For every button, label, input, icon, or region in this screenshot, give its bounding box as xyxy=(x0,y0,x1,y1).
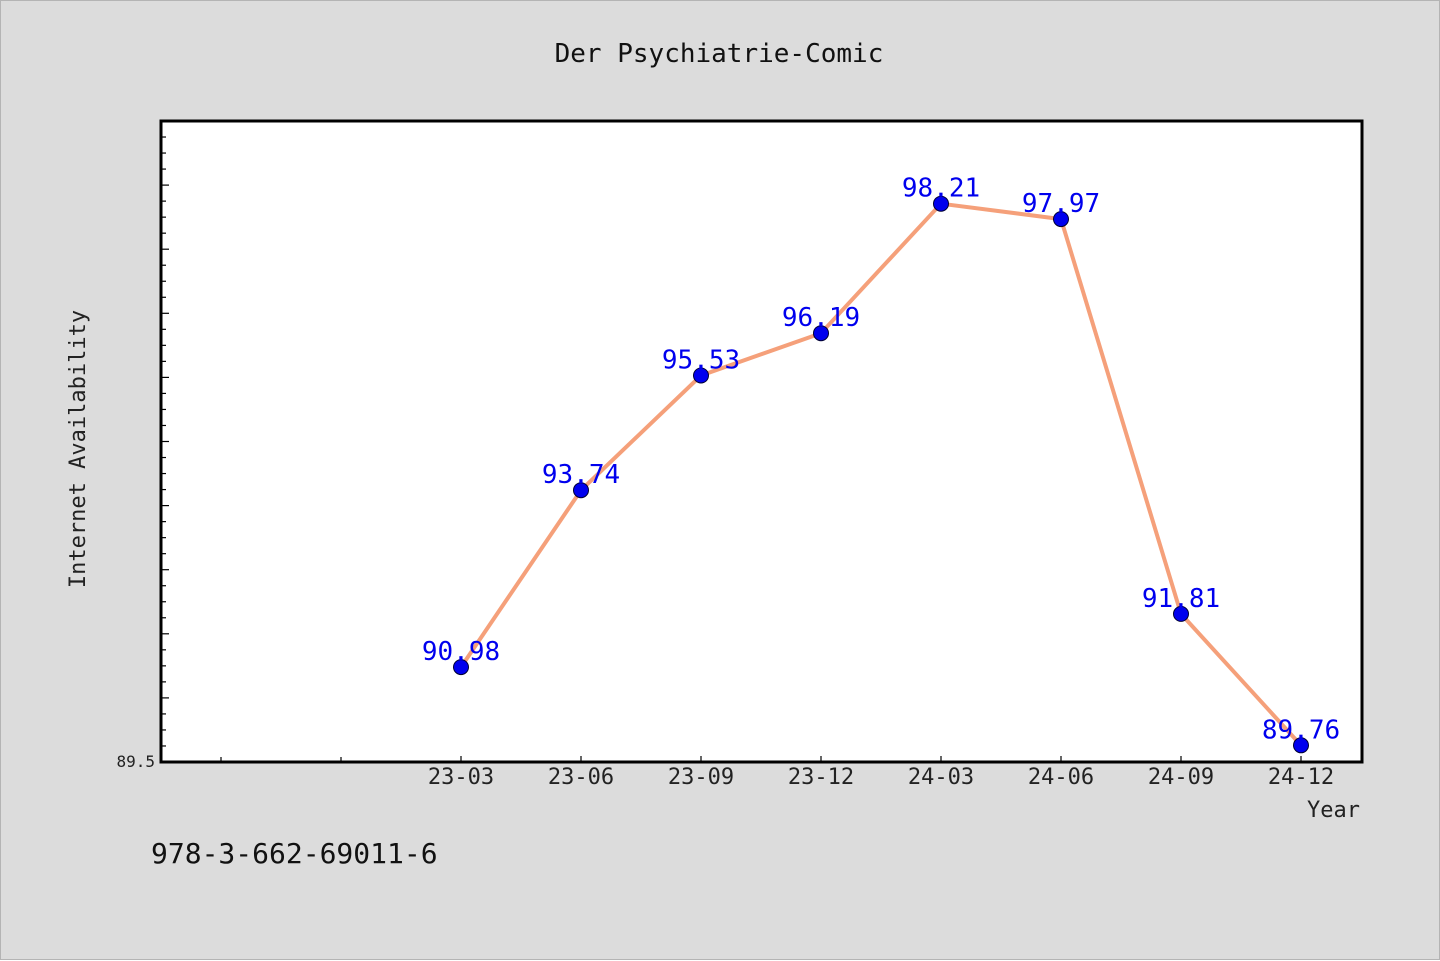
x-axis-ticks: 23-03 23-06 23-09 23-12 24-03 24-06 24-09 24-12 xyxy=(220,756,1334,790)
data-point xyxy=(1293,737,1309,754)
data-point xyxy=(933,195,949,212)
y-axis-ticks xyxy=(161,136,169,747)
plot-area xyxy=(159,119,1364,764)
data-point xyxy=(813,325,829,342)
x-tick-label: 24-09 xyxy=(1148,765,1214,790)
isbn-footer: 978-3-662-69011-6 xyxy=(151,837,438,870)
data-label: 98.21 xyxy=(902,174,980,204)
data-point xyxy=(453,659,469,676)
chart-title: Der Psychiatrie-Comic xyxy=(555,39,884,69)
x-tick-label: 24-12 xyxy=(1268,765,1334,790)
x-tick-label: 23-03 xyxy=(428,765,494,790)
data-label: 96.19 xyxy=(782,303,860,333)
data-label: 89.76 xyxy=(1262,715,1340,745)
data-point xyxy=(573,482,589,499)
data-label: 90.98 xyxy=(422,637,500,667)
x-tick-label: 24-03 xyxy=(908,765,974,790)
series-polyline xyxy=(459,201,1303,748)
data-label: 93.74 xyxy=(542,460,620,490)
data-point xyxy=(1053,211,1069,228)
y-axis-label: Internet Availability xyxy=(66,310,91,588)
data-labels: 90.98 93.74 95.53 96.19 98.21 97.97 91.81 89.76 xyxy=(422,174,1340,746)
data-label: 95.53 xyxy=(662,346,740,376)
series-markers xyxy=(453,195,1309,754)
x-axis-label: Year xyxy=(1307,798,1360,823)
data-point xyxy=(1173,605,1189,622)
data-label: 97.97 xyxy=(1022,189,1100,219)
data-point xyxy=(693,367,709,384)
x-tick-label: 23-06 xyxy=(548,765,614,790)
x-tick-label: 23-09 xyxy=(668,765,734,790)
data-label: 91.81 xyxy=(1142,584,1220,614)
y-tick-label: 89.5 xyxy=(116,752,155,771)
x-tick-label: 23-12 xyxy=(788,765,854,790)
x-tick-label: 24-06 xyxy=(1028,765,1094,790)
series-line xyxy=(459,201,1303,748)
